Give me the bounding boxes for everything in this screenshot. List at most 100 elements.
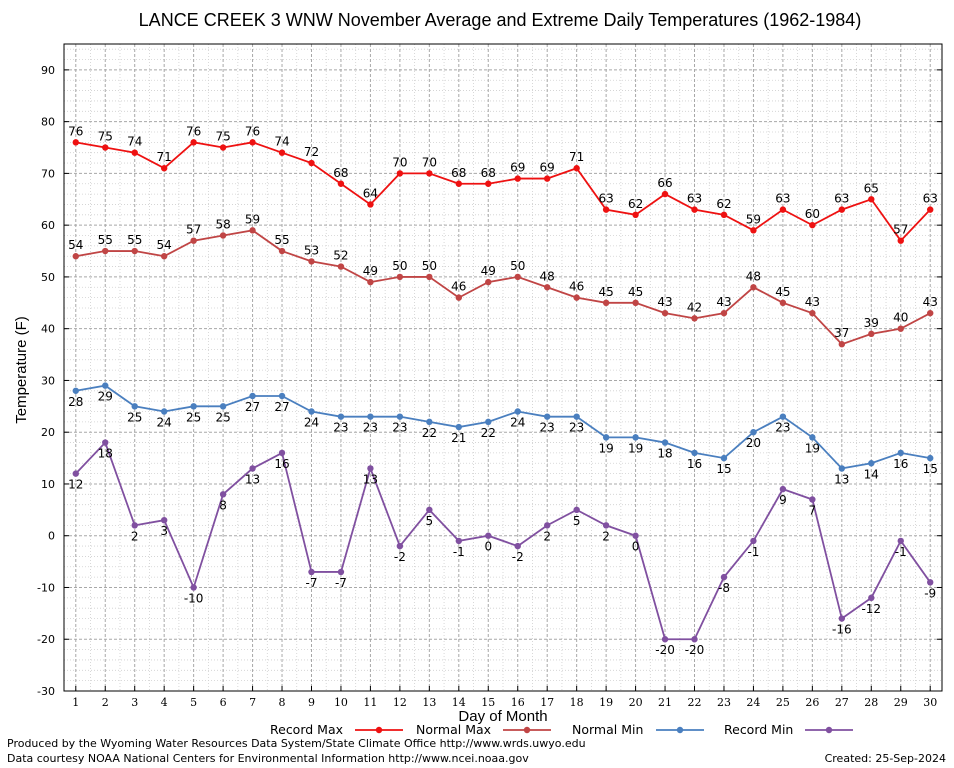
- x-tick-label: 16: [511, 696, 525, 709]
- y-tick-label: 90: [41, 64, 55, 77]
- data-label: -8: [718, 581, 730, 595]
- data-point: [632, 299, 639, 306]
- data-point: [868, 460, 875, 467]
- data-label: 46: [569, 280, 584, 294]
- data-point: [455, 180, 463, 187]
- x-tick-label: 17: [540, 696, 554, 709]
- x-tick-label: 19: [599, 696, 613, 709]
- data-label: 59: [746, 212, 761, 226]
- data-point: [72, 470, 79, 477]
- data-label: 27: [274, 400, 289, 414]
- data-label: 15: [923, 462, 938, 476]
- data-label: 55: [274, 233, 289, 247]
- data-label: 23: [363, 421, 378, 435]
- data-point: [219, 491, 227, 498]
- legend-marker: [676, 726, 684, 734]
- data-label: 69: [540, 161, 555, 175]
- data-point: [927, 454, 934, 462]
- data-label: 65: [864, 181, 879, 195]
- data-label: 72: [304, 145, 319, 159]
- data-point: [278, 247, 286, 255]
- data-point: [514, 408, 521, 415]
- data-point: [249, 392, 256, 400]
- data-point: [249, 465, 256, 472]
- data-point: [102, 439, 109, 446]
- data-label: 63: [775, 192, 790, 206]
- data-point: [779, 299, 787, 306]
- series-line: [75, 229, 931, 346]
- data-label: 63: [923, 192, 938, 206]
- data-point: [278, 392, 286, 400]
- data-label: 70: [392, 155, 407, 169]
- data-point: [249, 227, 256, 234]
- data-label: -1: [895, 545, 907, 559]
- data-point: [131, 149, 138, 156]
- data-point: [102, 382, 109, 389]
- data-label: 50: [392, 259, 407, 273]
- x-tick-label: 9: [308, 696, 315, 709]
- data-label: 23: [569, 421, 584, 435]
- data-label: 60: [805, 207, 820, 221]
- data-label: 16: [274, 457, 289, 471]
- data-point: [661, 309, 669, 317]
- data-label: 14: [864, 467, 879, 481]
- data-point: [249, 139, 256, 146]
- legend-label: Normal Max: [416, 722, 491, 737]
- data-point: [219, 232, 227, 239]
- y-tick-label: 20: [41, 426, 55, 439]
- data-point: [160, 408, 168, 415]
- series-record-max: 76 75 74 71 76 75 76 74 72 68 64 70 70 68 68 69 69 71 63 62…: [68, 124, 938, 244]
- data-label: 23: [392, 421, 407, 435]
- x-tick-label: 27: [835, 696, 849, 709]
- data-point: [809, 496, 816, 503]
- data-label: 49: [363, 264, 378, 278]
- data-point: [485, 532, 492, 539]
- data-point: [190, 403, 197, 410]
- data-point: [367, 413, 374, 420]
- data-label: 75: [98, 130, 113, 144]
- data-label: 68: [451, 166, 466, 180]
- x-tick-label: 26: [805, 696, 819, 709]
- data-label: 23: [540, 421, 555, 435]
- data-label: -2: [512, 550, 524, 564]
- data-point: [661, 190, 669, 198]
- x-tick-label: 18: [570, 696, 584, 709]
- data-point: [72, 139, 79, 146]
- legend-item: Record Max: [270, 722, 403, 737]
- footer-data-courtesy: Data courtesy NOAA National Centers for …: [7, 752, 529, 765]
- data-point: [897, 237, 904, 244]
- data-point: [219, 144, 227, 151]
- y-tick-label: -20: [37, 633, 55, 646]
- data-point: [543, 413, 551, 420]
- plot-grid: [64, 44, 942, 692]
- data-point: [131, 247, 138, 255]
- data-point: [278, 449, 286, 457]
- legend-marker: [825, 726, 833, 734]
- data-point: [691, 206, 698, 213]
- data-label: 52: [333, 249, 348, 263]
- data-label: 58: [215, 218, 230, 232]
- data-label: 5: [573, 514, 581, 528]
- y-tick-label: 0: [48, 530, 55, 543]
- data-point: [72, 387, 79, 394]
- x-tick-label: 25: [776, 696, 790, 709]
- data-point: [426, 170, 433, 177]
- data-point: [720, 454, 728, 462]
- series-line: [75, 440, 931, 641]
- x-tick-label: 10: [334, 696, 348, 709]
- x-tick-label: 21: [658, 696, 672, 709]
- data-label: 0: [484, 540, 492, 554]
- data-point: [927, 309, 934, 317]
- data-point: [602, 299, 610, 306]
- legend-label: Record Max: [270, 722, 343, 737]
- data-label: 74: [274, 135, 289, 149]
- data-label: 15: [716, 462, 731, 476]
- x-tick-label: 8: [279, 696, 286, 709]
- data-label: 8: [219, 498, 227, 512]
- data-label: 13: [245, 472, 260, 486]
- y-tick-label: 10: [41, 478, 55, 491]
- data-label: 40: [893, 311, 908, 325]
- data-point: [897, 325, 904, 332]
- data-label: 24: [510, 415, 525, 429]
- y-tick-label: 80: [41, 116, 55, 129]
